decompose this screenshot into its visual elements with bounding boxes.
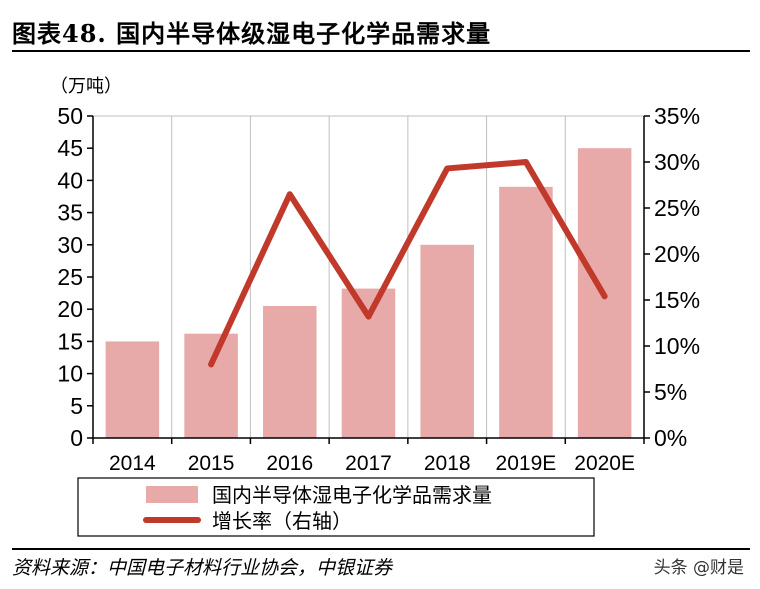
chart-title: 图表48. 国内半导体级湿电子化学品需求量 bbox=[12, 19, 492, 48]
left-tick-label: 25 bbox=[57, 264, 83, 290]
title-bar: 图表48. 国内半导体级湿电子化学品需求量 bbox=[12, 10, 750, 52]
growth-line bbox=[208, 159, 608, 368]
right-tick-label: 5% bbox=[654, 379, 687, 405]
x-tick-label: 2015 bbox=[188, 452, 235, 475]
left-tick-label: 15 bbox=[57, 328, 83, 354]
bar bbox=[184, 333, 238, 438]
legend-label-bar: 国内半导体湿电子化学品需求量 bbox=[212, 483, 492, 507]
bar bbox=[499, 186, 553, 438]
chart: 0 5 10 15 20 25 30 35 40 45 50 0% 5% 10% 15% 20% 25% 30% 3… bbox=[50, 76, 700, 537]
left-tick-label: 10 bbox=[57, 361, 83, 387]
right-tick-label: 30% bbox=[654, 149, 700, 175]
line-layer bbox=[208, 159, 608, 368]
right-tick-label: 20% bbox=[654, 241, 700, 267]
right-tick-label: 25% bbox=[654, 195, 700, 221]
x-tick-label: 2020E bbox=[574, 452, 635, 475]
left-tick-label: 45 bbox=[57, 135, 83, 161]
legend-label-line: 增长率（右轴） bbox=[212, 509, 352, 533]
watermark: 头条 @财是 bbox=[653, 558, 744, 578]
right-tick-label: 0% bbox=[654, 425, 687, 451]
left-tick-label: 35 bbox=[57, 200, 83, 226]
left-tick-label: 50 bbox=[57, 103, 83, 129]
bar-layer bbox=[105, 148, 632, 438]
footer-divider bbox=[12, 548, 750, 550]
x-tick-label: 2014 bbox=[109, 452, 156, 475]
right-tick-label: 15% bbox=[654, 287, 700, 313]
right-tick-label: 35% bbox=[654, 103, 700, 129]
grid-layer bbox=[93, 115, 644, 438]
bar bbox=[105, 341, 160, 438]
left-tick-label: 40 bbox=[57, 167, 83, 193]
left-tick-label: 5 bbox=[70, 393, 83, 419]
bar bbox=[420, 244, 474, 438]
left-tick-label: 20 bbox=[57, 296, 83, 322]
x-tick-label: 2017 bbox=[345, 452, 392, 475]
x-tick-label: 2019E bbox=[496, 452, 557, 475]
bar bbox=[263, 305, 317, 438]
left-axis-unit: （万吨） bbox=[50, 76, 122, 97]
x-tick-label: 2016 bbox=[266, 452, 313, 475]
left-tick-label: 30 bbox=[57, 232, 83, 258]
left-tick-label: 0 bbox=[70, 425, 83, 451]
source-note: 资料来源：中国电子材料行业协会，中银证券 bbox=[12, 557, 393, 579]
legend-swatch-bar bbox=[146, 486, 198, 503]
axis-layer: 0 5 10 15 20 25 30 35 40 45 50 0% 5% 10% 15% 20% 25% 30% 3… bbox=[50, 76, 700, 475]
x-tick-label: 2018 bbox=[424, 452, 471, 475]
right-tick-label: 10% bbox=[654, 333, 700, 359]
